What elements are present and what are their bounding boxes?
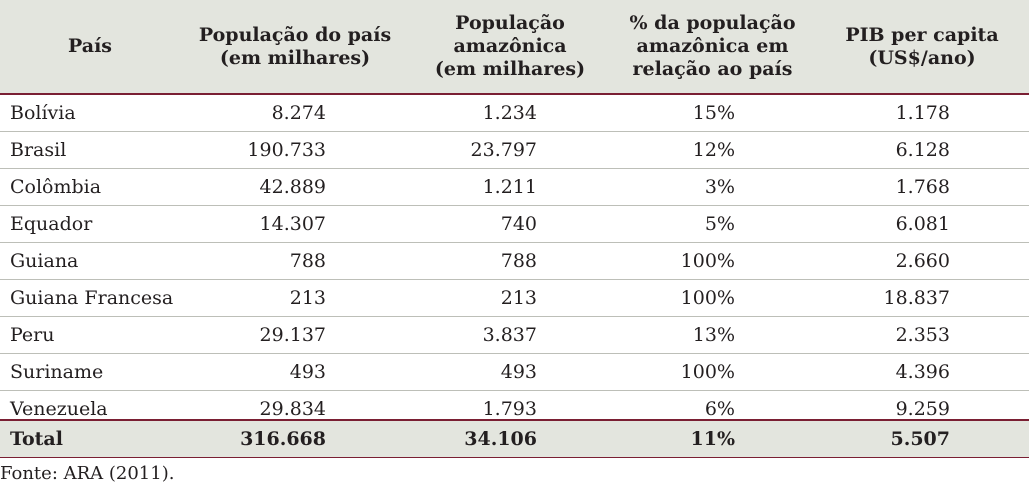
country-population: 14.307	[259, 213, 326, 235]
table-row: Guiana Francesa 213 213 100% 18.837	[0, 279, 1029, 316]
country-name: Suriname	[10, 361, 104, 383]
amazon-population: 1.793	[482, 398, 537, 420]
header-gdp-per-capita: PIB per capita (US$/ano)	[845, 23, 999, 69]
country-population: 493	[289, 361, 326, 383]
gdp-per-capita: 1.768	[895, 176, 950, 198]
gdp-per-capita: 2.660	[895, 250, 950, 272]
amazon-percentage: 100%	[680, 250, 735, 272]
country-population: 788	[289, 250, 326, 272]
total-row: Total 316.668 34.106 11% 5.507	[0, 421, 1029, 457]
amazon-population: 788	[500, 250, 537, 272]
amazon-population: 1.211	[482, 176, 537, 198]
header-rule	[0, 93, 1029, 95]
amazon-population: 1.234	[482, 102, 537, 124]
amazon-percentage: 5%	[704, 213, 735, 235]
country-population: 29.137	[259, 324, 326, 346]
gdp-per-capita: 4.396	[895, 361, 950, 383]
source-note: Fonte: ARA (2011).	[0, 463, 175, 484]
header-cell: População do país (em milhares)	[180, 0, 410, 93]
country-name: Venezuela	[10, 398, 108, 420]
total-country-population: 316.668	[240, 428, 326, 450]
country-population: 213	[289, 287, 326, 309]
amazon-population: 493	[500, 361, 537, 383]
data-table: País População do país (em milhares) Pop…	[0, 0, 1029, 458]
header-cell: População amazônica (em milhares)	[410, 0, 610, 93]
gdp-per-capita: 6.128	[895, 139, 950, 161]
gdp-per-capita: 18.837	[883, 287, 950, 309]
header-country: País	[67, 35, 112, 57]
amazon-percentage: 3%	[704, 176, 735, 198]
table-row: Suriname 493 493 100% 4.396	[0, 353, 1029, 390]
amazon-percentage: 100%	[680, 287, 735, 309]
country-population: 8.274	[271, 102, 326, 124]
amazon-percentage: 6%	[704, 398, 735, 420]
country-name: Guiana Francesa	[10, 287, 174, 309]
table-row: Equador 14.307 740 5% 6.081	[0, 205, 1029, 242]
table-row: Brasil 190.733 23.797 12% 6.128	[0, 131, 1029, 168]
country-name: Peru	[10, 324, 55, 346]
gdp-per-capita: 6.081	[895, 213, 950, 235]
amazon-population: 23.797	[470, 139, 537, 161]
header-cell: PIB per capita (US$/ano)	[815, 0, 1029, 93]
country-name: Brasil	[10, 139, 67, 161]
table-row: Guiana 788 788 100% 2.660	[0, 242, 1029, 279]
amazon-population: 213	[500, 287, 537, 309]
country-population: 42.889	[259, 176, 326, 198]
header-cell: % da população amazônica em relação ao p…	[610, 0, 815, 93]
amazon-percentage: 100%	[680, 361, 735, 383]
amazon-population: 3.837	[482, 324, 537, 346]
amazon-percentage: 13%	[692, 324, 735, 346]
gdp-per-capita: 2.353	[895, 324, 950, 346]
table-row: Colômbia 42.889 1.211 3% 1.768	[0, 168, 1029, 205]
bottom-rule	[0, 457, 1029, 458]
gdp-per-capita: 9.259	[895, 398, 950, 420]
country-population: 29.834	[259, 398, 326, 420]
header-amazon-percentage: % da população amazônica em relação ao p…	[629, 12, 796, 80]
table-body: Bolívia 8.274 1.234 15% 1.178 Brasil 190.733 23…	[0, 95, 1029, 427]
amazon-percentage: 12%	[692, 139, 735, 161]
total-label: Total	[10, 428, 63, 450]
amazon-percentage: 15%	[692, 102, 735, 124]
total-amazon-percentage: 11%	[690, 428, 736, 450]
header-country-population: População do país (em milhares)	[198, 23, 392, 69]
total-amazon-population: 34.106	[464, 428, 537, 450]
table-row: Bolívia 8.274 1.234 15% 1.178	[0, 95, 1029, 131]
table-row: Peru 29.137 3.837 13% 2.353	[0, 316, 1029, 353]
table-row: Venezuela 29.834 1.793 6% 9.259	[0, 390, 1029, 427]
gdp-per-capita: 1.178	[895, 102, 950, 124]
total-gdp-per-capita: 5.507	[890, 428, 951, 450]
table-header: País População do país (em milhares) Pop…	[0, 0, 1029, 93]
country-name: Colômbia	[10, 176, 102, 198]
header-cell: País	[0, 0, 180, 93]
country-name: Guiana	[10, 250, 79, 272]
country-population: 190.733	[247, 139, 326, 161]
amazon-population: 740	[500, 213, 537, 235]
total-rule	[0, 419, 1029, 421]
header-amazon-population: População amazônica (em milhares)	[434, 12, 586, 80]
country-name: Equador	[10, 213, 93, 235]
country-name: Bolívia	[10, 102, 76, 124]
